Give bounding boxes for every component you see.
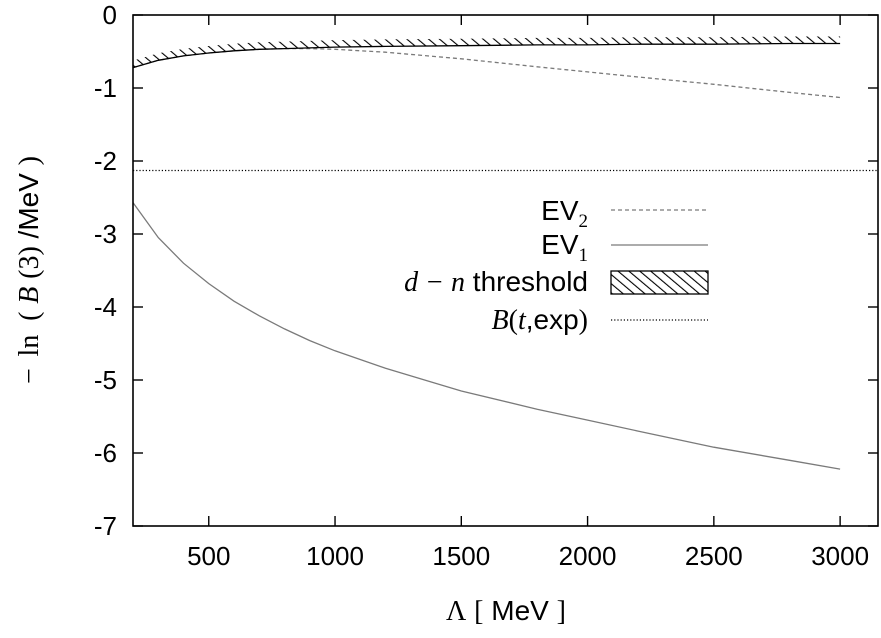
x-tick-label-3000: 3000	[811, 541, 869, 571]
series-ev1-line	[132, 202, 841, 470]
plot-frame	[132, 14, 879, 527]
legend-label-ev1: EV1	[541, 229, 588, 266]
series-threshold-band	[133, 36, 841, 68]
y-tick-label--3: -3	[94, 219, 117, 249]
y-tick-label--2: -2	[94, 146, 117, 176]
legend: EV2 EV1 d − n threshold B(t,exp)	[404, 195, 709, 336]
y-tick-label--7: -7	[94, 511, 117, 541]
y-tick-label--6: -6	[94, 438, 117, 468]
x-tick-label-1500: 1500	[432, 541, 490, 571]
legend-label-threshold: d − n threshold	[404, 266, 588, 298]
y-tick-label--5: -5	[94, 365, 117, 395]
y-tick-label--4: -4	[94, 292, 117, 322]
x-tick-label-1000: 1000	[306, 541, 364, 571]
y-axis-title: − ln ( B (3) /MeV )	[13, 156, 45, 384]
series-layer	[132, 36, 878, 470]
series-ev2-line	[132, 47, 841, 99]
x-tick-label-2500: 2500	[685, 541, 743, 571]
x-tick-label-2000: 2000	[559, 541, 617, 571]
legend-label-ev2: EV2	[541, 195, 588, 232]
y-tick-label-0: 0	[103, 0, 117, 30]
x-axis-title: Λ [ MeV ]	[446, 595, 566, 627]
legend-label-bt: B(t,exp)	[492, 304, 588, 336]
ticks-layer: 500 1000 1500 2000 2500 3000 0 -1 -2 -3 -4 -5 -6 -7	[94, 0, 878, 571]
y-tick-label--1: -1	[94, 73, 117, 103]
legend-swatch-threshold	[610, 270, 709, 295]
series-threshold-edge	[132, 42, 841, 69]
x-tick-label-500: 500	[187, 541, 230, 571]
